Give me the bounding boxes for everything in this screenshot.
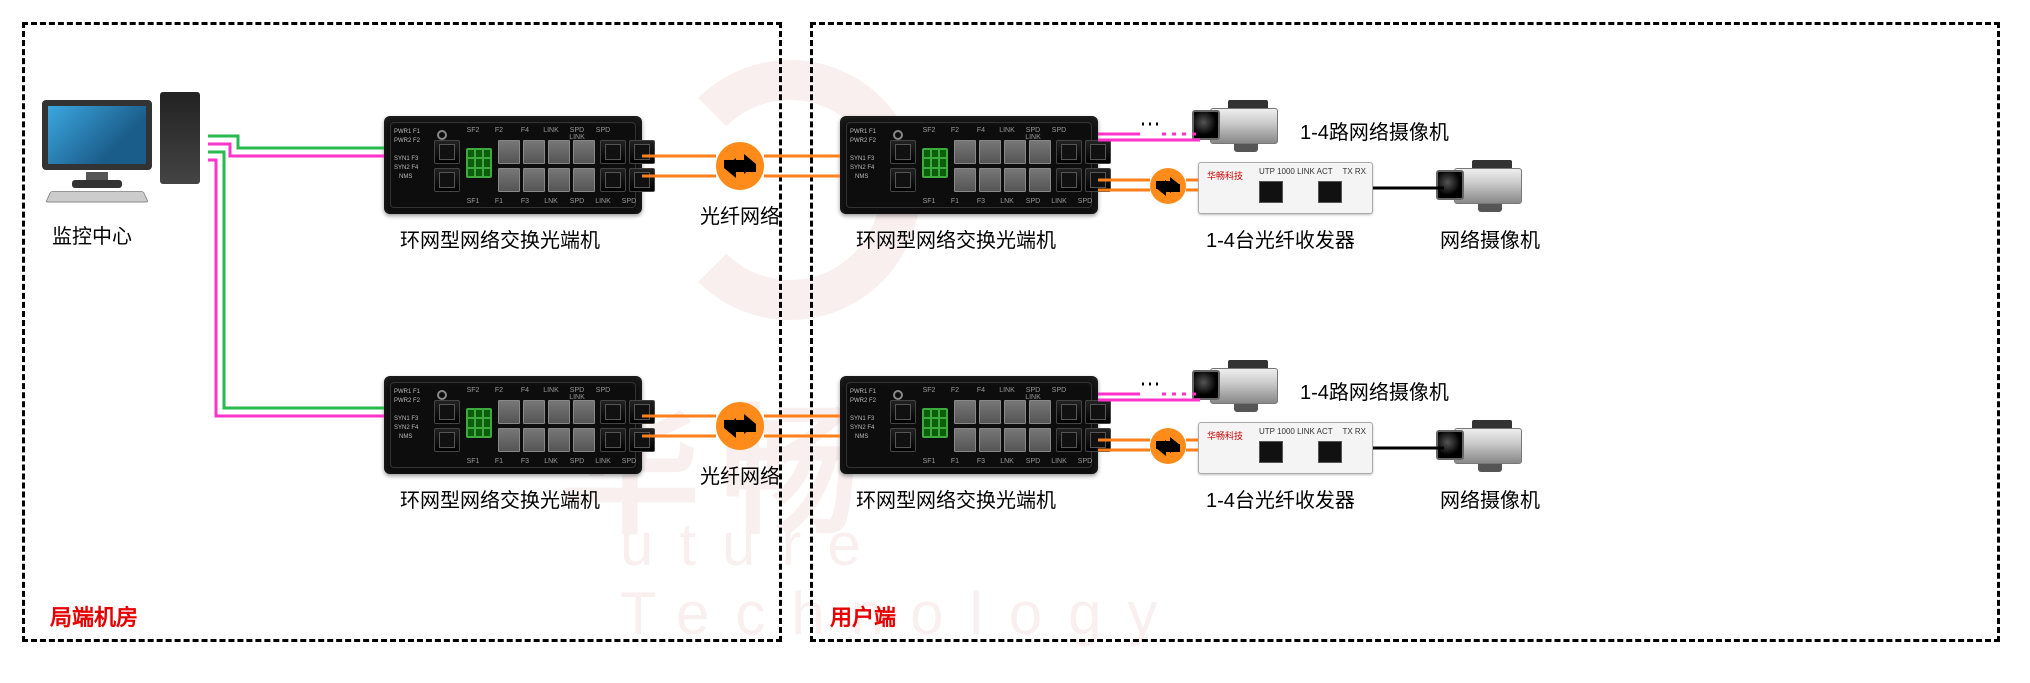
camera-bot-direct-label: 1-4路网络摄像机	[1300, 376, 1449, 405]
region-right-title: 用户端	[830, 600, 896, 632]
fiber-node-top	[716, 142, 764, 190]
switch-local-top-label: 环网型网络交换光端机	[400, 224, 600, 253]
converter-bot-label: 1-4台光纤收发器	[1206, 484, 1355, 513]
camera-top-via-conv	[1444, 164, 1532, 210]
camera-top-direct-label: 1-4路网络摄像机	[1300, 116, 1449, 145]
monitor-center-pc	[42, 100, 212, 195]
switch-local-bot: PWR1 F1 PWR2 F2 SYN1 F3 SYN2 F4 NMS SF2F…	[384, 376, 642, 474]
switch-remote-bot: PWR1 F1 PWR2 F2 SYN1 F3 SYN2 F4 NMS SF2F…	[840, 376, 1098, 474]
fiber-node-bot-branch	[1150, 428, 1186, 464]
converter-bot: 华畅科技 UTP 1000 LINK ACT TX RX	[1198, 422, 1373, 474]
camera-bot-direct	[1200, 364, 1288, 410]
switch-remote-top: PWR1 F1 PWR2 F2 SYN1 F3 SYN2 F4 NMS SF2F…	[840, 116, 1098, 214]
camera-bot-via-conv	[1444, 424, 1532, 470]
region-right	[810, 22, 2000, 642]
switch-remote-top-label: 环网型网络交换光端机	[856, 224, 1056, 253]
switch-local-bot-label: 环网型网络交换光端机	[400, 484, 600, 513]
switch-local-top: PWR1 F1 PWR2 F2 SYN1 F3 SYN2 F4 NMS SF2F…	[384, 116, 642, 214]
fiber-node-bot	[716, 402, 764, 450]
fiber-node-top-branch	[1150, 168, 1186, 204]
camera-bot-via-conv-label: 网络摄像机	[1440, 484, 1540, 513]
camera-top-via-conv-label: 网络摄像机	[1440, 224, 1540, 253]
camera-top-direct	[1200, 104, 1288, 150]
converter-top: 华畅科技 UTP 1000 LINK ACT TX RX	[1198, 162, 1373, 214]
fiber-bot-label: 光纤网络	[700, 460, 780, 489]
switch-remote-bot-label: 环网型网络交换光端机	[856, 484, 1056, 513]
fiber-top-label: 光纤网络	[700, 200, 780, 229]
region-left-title: 局端机房	[50, 600, 138, 632]
monitor-center-label: 监控中心	[52, 220, 132, 249]
converter-top-label: 1-4台光纤收发器	[1206, 224, 1355, 253]
